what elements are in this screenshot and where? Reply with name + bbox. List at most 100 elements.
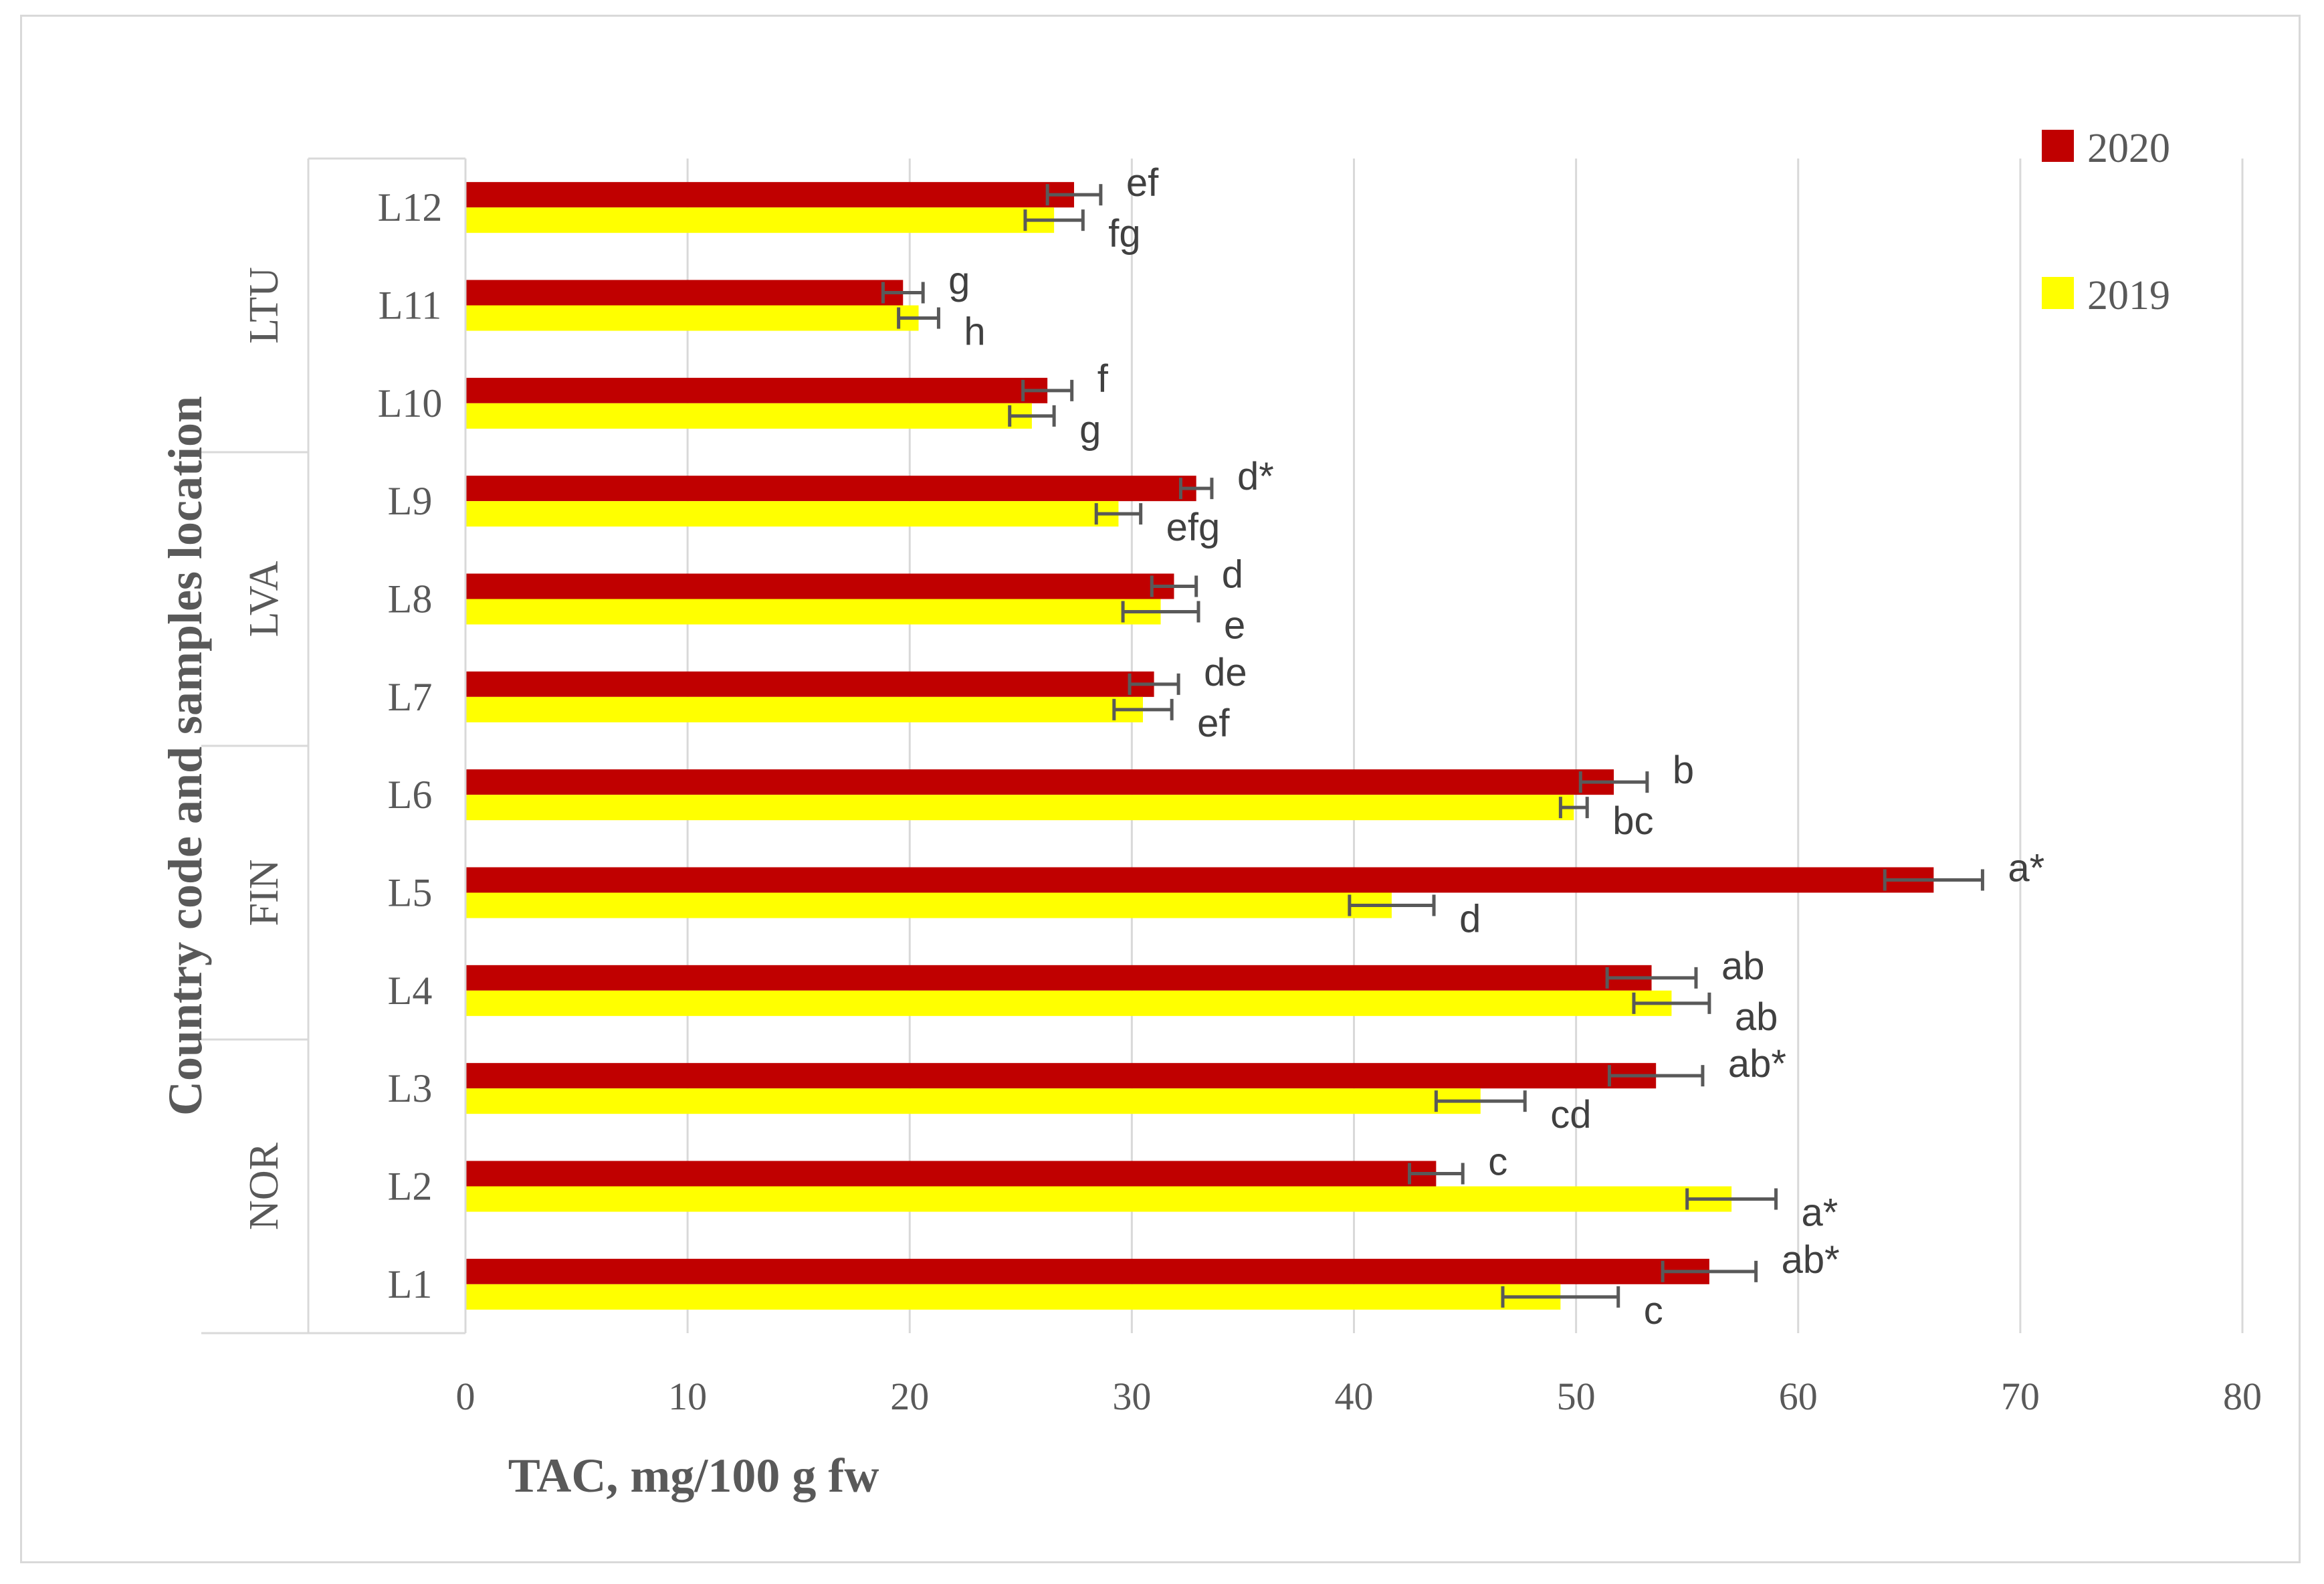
significance-label-2019-l8: e — [1224, 604, 1245, 648]
x-tick-label: 50 — [1557, 1375, 1596, 1418]
bar-2019-l4 — [465, 990, 1672, 1016]
error-bar-2020-l8 — [1150, 575, 1198, 597]
error-bar-2020-l11 — [881, 282, 925, 304]
significance-label-2020-l8: d — [1222, 553, 1243, 597]
error-bar-2019-l2 — [1685, 1188, 1778, 1210]
significance-label-2019-l9: efg — [1166, 506, 1221, 549]
legend: 2020 2019 — [2042, 126, 2170, 318]
error-bar-2020-l6 — [1578, 771, 1649, 793]
category-label-l7: L7 — [388, 675, 433, 719]
x-axis-title: TAC, mg/100 g fw — [508, 1449, 879, 1502]
error-bar-2020-l12 — [1045, 184, 1103, 206]
significance-label-2020-l1: ab* — [1782, 1238, 1840, 1282]
bar-2020-l5 — [465, 867, 1934, 893]
legend-swatch-2019 — [2042, 277, 2074, 309]
category-label-l12: L12 — [378, 185, 443, 229]
significance-label-2019-l10: g — [1079, 408, 1101, 452]
significance-label-2019-l6: bc — [1612, 799, 1653, 843]
category-label-l4: L4 — [388, 969, 433, 1013]
error-bar-2020-l4 — [1605, 967, 1698, 989]
error-bar-2019-l3 — [1434, 1090, 1527, 1112]
bar-2019-l5 — [465, 892, 1392, 918]
x-tick-label: 70 — [2001, 1375, 2040, 1418]
chart-svg: ab*cab*aba*bdedd*fgefca*cdabdbcefeefgghf… — [159, 126, 2262, 1502]
significance-label-2019-l3: cd — [1550, 1093, 1591, 1136]
category-label-l1: L1 — [388, 1262, 433, 1306]
legend-entry-2020: 2020 — [2042, 126, 2170, 171]
bar-2019-l3 — [465, 1088, 1481, 1114]
grid-lines — [686, 159, 2244, 1333]
error-bar-2019-l5 — [1348, 894, 1436, 916]
category-label-l8: L8 — [388, 577, 433, 621]
category-label-l5: L5 — [388, 871, 433, 915]
significance-label-2019-l12: fg — [1108, 212, 1140, 256]
bar-2019-l11 — [465, 305, 919, 331]
error-bar-2019-l9 — [1094, 503, 1143, 525]
legend-swatch-2020 — [2042, 130, 2074, 162]
error-bar-2020-l2 — [1408, 1163, 1465, 1185]
error-bar-2019-l7 — [1112, 698, 1174, 720]
chart-frame: ab* c ab* ab a* b de d d* f g ef c a* cd ab d bc ef e efg g h f… — [20, 15, 2301, 1563]
group-label-fin: FIN — [241, 860, 287, 926]
bar-2020-l7 — [465, 671, 1154, 697]
bar-2019-l12 — [465, 207, 1055, 233]
legend-label-2019: 2019 — [2087, 273, 2170, 318]
error-bars — [881, 184, 1984, 1308]
error-bar-2019-l10 — [1008, 405, 1056, 427]
category-label-l9: L9 — [388, 479, 433, 523]
category-label-l2: L2 — [388, 1165, 433, 1209]
error-bar-2020-l3 — [1607, 1065, 1705, 1087]
bar-2019-l7 — [465, 696, 1143, 722]
x-tick-label: 80 — [2223, 1375, 2262, 1418]
significance-label-2020-l9: d* — [1237, 455, 1274, 498]
error-bar-2019-l8 — [1121, 601, 1200, 623]
bar-2020-l6 — [465, 769, 1614, 795]
bar-2020-l10 — [465, 377, 1048, 403]
significance-label-2020-l3: ab* — [1728, 1042, 1786, 1086]
category-label-l3: L3 — [388, 1066, 433, 1110]
bar-2020-l2 — [465, 1161, 1437, 1187]
bar-2020-l9 — [465, 476, 1196, 502]
significance-label-2020-l7: de — [1204, 651, 1247, 694]
significance-label-2019-l7: ef — [1197, 702, 1230, 745]
bar-2019-l6 — [465, 795, 1574, 821]
error-bar-2020-l7 — [1128, 673, 1180, 695]
y-axis-title: Country code and samples location — [159, 396, 212, 1116]
significance-label-2020-l4: ab — [1721, 945, 1765, 988]
bar-2020-l11 — [465, 280, 904, 306]
significance-label-2019-l2: a* — [1802, 1191, 1838, 1235]
x-tick-label: 0 — [456, 1375, 476, 1418]
bar-2020-l4 — [465, 965, 1652, 991]
bar-2019-l8 — [465, 599, 1161, 625]
group-label-lva: LVA — [241, 561, 287, 637]
significance-labels: ab*cab*aba*bdedd*fgefca*cdabdbcefeefgghf… — [948, 161, 2044, 1332]
error-bar-2019-l1 — [1501, 1286, 1620, 1308]
error-bar-2019-l12 — [1023, 209, 1085, 231]
error-bar-2020-l9 — [1178, 478, 1214, 500]
x-tick-label: 60 — [1779, 1375, 1818, 1418]
error-bar-2019-l4 — [1632, 992, 1711, 1014]
error-bar-2019-l6 — [1558, 797, 1589, 819]
bar-2019-l2 — [465, 1186, 1732, 1212]
bar-2019-l10 — [465, 403, 1032, 429]
significance-label-2019-l4: ab — [1735, 995, 1778, 1039]
x-tick-label: 30 — [1112, 1375, 1151, 1418]
significance-label-2020-l10: f — [1097, 357, 1109, 401]
error-bar-2019-l11 — [897, 307, 940, 329]
significance-label-2020-l11: g — [948, 260, 970, 303]
error-bar-2020-l5 — [1883, 869, 1984, 891]
x-tick-label: 10 — [668, 1375, 707, 1418]
x-tick-label: 40 — [1335, 1375, 1374, 1418]
significance-label-2019-l5: d — [1459, 898, 1481, 941]
bar-2019-l9 — [465, 501, 1119, 527]
significance-label-2020-l5: a* — [2008, 847, 2044, 890]
group-label-nor: NOR — [241, 1142, 287, 1230]
error-bar-2020-l10 — [1021, 379, 1074, 401]
significance-label-2020-l12: ef — [1126, 161, 1159, 205]
bar-2020-l8 — [465, 573, 1174, 599]
significance-label-2019-l1: c — [1644, 1289, 1663, 1332]
bars — [465, 182, 1934, 1310]
category-label-l6: L6 — [388, 773, 433, 817]
bar-2020-l12 — [465, 182, 1075, 208]
significance-label-2020-l6: b — [1673, 749, 1694, 792]
